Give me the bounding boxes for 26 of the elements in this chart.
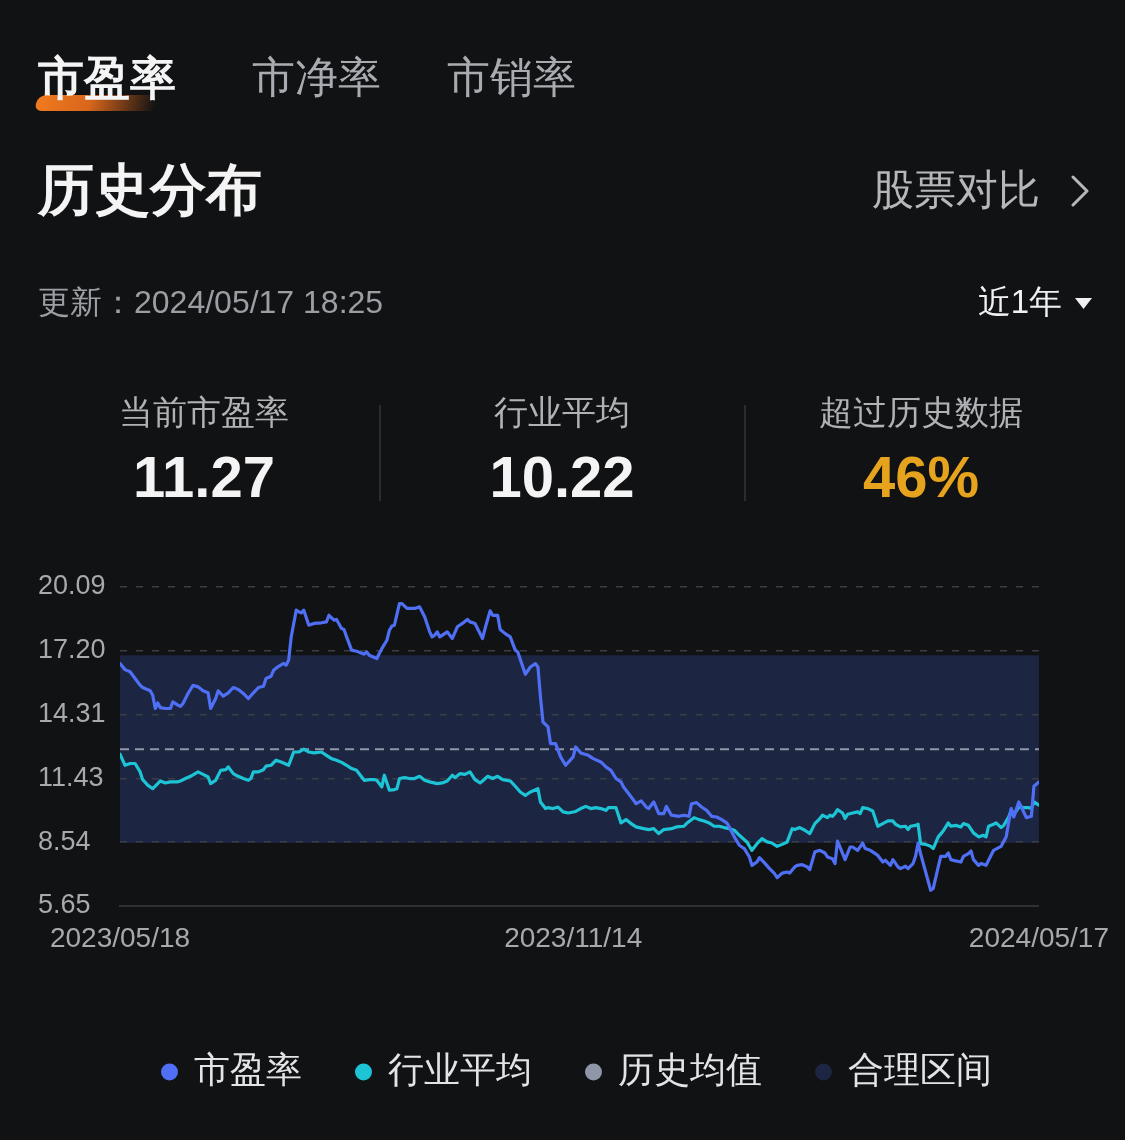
text: 超过历史数据: [819, 393, 1023, 433]
x-tick-label: 2024/05/17: [968, 921, 1109, 953]
x-tick-label: 2023/05/18: [49, 921, 191, 953]
chart-subtitle: 更新：2024/05/17 18:25: [38, 283, 384, 321]
chart-title: 历史分布: [38, 157, 262, 223]
text: 行业平均: [494, 393, 630, 433]
legend-label: 市盈率: [193, 1048, 302, 1090]
text: 近1年: [977, 283, 1062, 321]
y-tick-label: 17.20: [38, 634, 106, 665]
legend-label: 行业平均: [387, 1048, 532, 1090]
text: 10.22: [489, 443, 635, 511]
legend-label: 合理区间: [847, 1048, 992, 1090]
text: 46%: [862, 443, 980, 511]
y-tick-label: 20.09: [38, 570, 106, 601]
y-tick-label: 14.31: [38, 698, 106, 729]
y-tick-label: 11.43: [38, 761, 104, 792]
x-tick-label: 2023/11/14: [504, 921, 643, 953]
y-tick-label: 8.54: [38, 825, 91, 856]
y-tick-label: 5.65: [38, 889, 91, 920]
text: 市销率: [447, 53, 576, 103]
text: 市净率: [252, 53, 381, 103]
legend-label: 历史均值: [617, 1048, 762, 1090]
text: 股票对比: [872, 165, 1040, 215]
text: 市盈率: [38, 51, 176, 105]
text: 11.27: [133, 443, 275, 511]
text: 当前市盈率: [119, 393, 289, 433]
